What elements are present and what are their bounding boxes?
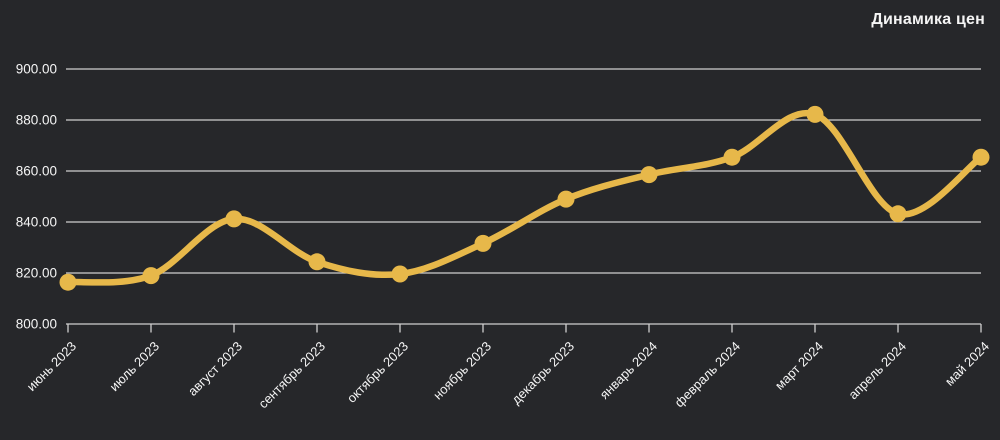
x-axis-label: июнь 2023 bbox=[24, 339, 80, 395]
data-point bbox=[474, 234, 492, 252]
data-point bbox=[723, 148, 741, 166]
data-point bbox=[308, 253, 326, 271]
x-axis-label: январь 2024 bbox=[597, 339, 660, 402]
x-axis-label: август 2023 bbox=[185, 339, 245, 399]
chart-title: Динамика цен bbox=[871, 11, 985, 28]
x-axis-label: сентябрь 2023 bbox=[255, 339, 328, 412]
x-axis-label: декабрь 2023 bbox=[509, 339, 578, 408]
x-axis-label: апрель 2024 bbox=[845, 339, 909, 403]
data-point bbox=[972, 148, 990, 166]
data-point bbox=[640, 166, 658, 184]
data-point bbox=[391, 265, 409, 283]
y-axis-label: 860.00 bbox=[16, 164, 57, 179]
price-line bbox=[64, 109, 985, 286]
data-point bbox=[142, 267, 160, 285]
data-point bbox=[806, 105, 824, 123]
y-axis-label: 880.00 bbox=[16, 113, 57, 128]
data-point bbox=[557, 190, 575, 208]
data-point bbox=[889, 205, 907, 223]
y-axis-label: 820.00 bbox=[16, 266, 57, 281]
y-axis-label: 800.00 bbox=[16, 317, 57, 332]
x-axis-label: октябрь 2023 bbox=[344, 339, 411, 406]
y-axis-label: 840.00 bbox=[16, 215, 57, 230]
data-point bbox=[59, 273, 77, 291]
x-axis-label: май 2024 bbox=[942, 339, 992, 389]
x-axis-label: март 2024 bbox=[772, 339, 826, 393]
x-axis-label: июль 2023 bbox=[107, 339, 163, 395]
data-point bbox=[225, 210, 243, 228]
x-axis-label: февраль 2024 bbox=[672, 339, 744, 411]
y-axis-label: 900.00 bbox=[16, 62, 57, 77]
x-axis-label: ноябрь 2023 bbox=[430, 339, 494, 403]
